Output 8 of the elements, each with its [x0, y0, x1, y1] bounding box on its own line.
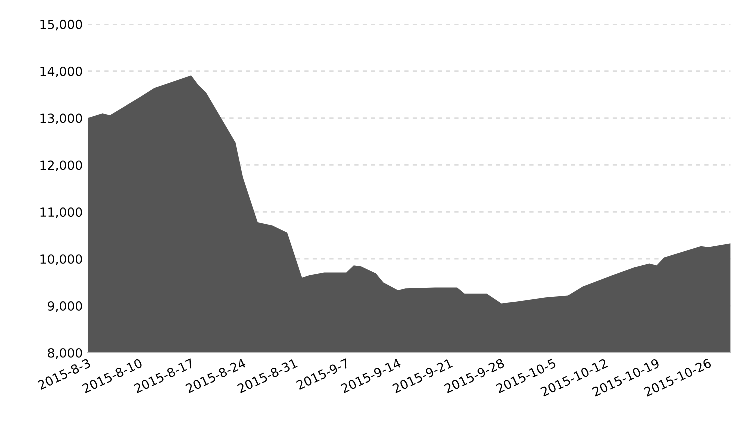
- y-tick-label: 10,000: [40, 254, 82, 266]
- y-tick-label: 14,000: [40, 66, 82, 78]
- y-tick-label: 15,000: [40, 20, 82, 31]
- y-tick-label: 12,000: [40, 160, 82, 172]
- y-tick-label: 8,000: [48, 348, 82, 360]
- y-tick-label: 11,000: [40, 208, 82, 218]
- y-tick-label: 9,000: [48, 302, 82, 312]
- y-tick-label: 13,000: [40, 114, 82, 124]
